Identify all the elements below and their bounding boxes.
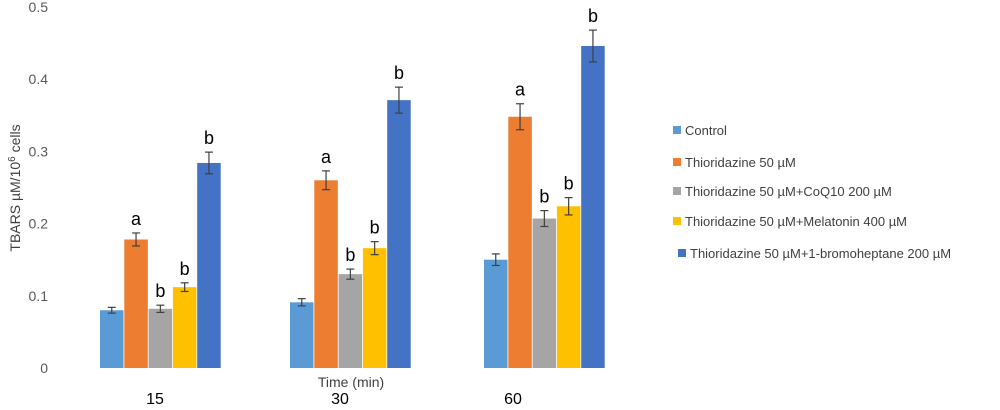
legend-label: Thioridazine 50 µM: [685, 155, 796, 170]
legend-swatch: [673, 158, 681, 166]
legend-label: Thioridazine 50 µM+CoQ10 200 µM: [685, 184, 892, 199]
legend-swatch: [673, 126, 681, 134]
category-labels: 15 30 60: [146, 391, 522, 408]
significance-label: b: [564, 174, 574, 194]
category-label: 30: [331, 391, 349, 408]
y-axis-title-suffix: cells: [7, 124, 23, 156]
y-tick-label: 0.3: [29, 143, 49, 159]
bar: [508, 116, 532, 368]
significance-label: b: [204, 128, 214, 148]
y-tick-label: 0: [40, 360, 48, 376]
significance-label: b: [155, 281, 165, 301]
legend-swatch: [678, 249, 686, 257]
y-axis-title-sup: 6: [7, 156, 18, 162]
y-axis-title: TBARS µM/106 cells: [7, 124, 23, 251]
bar: [197, 162, 221, 368]
significance-label: a: [515, 80, 526, 100]
significance-label: b: [539, 187, 549, 207]
legend: Control Thioridazine 50 µM Thioridazine 50…: [673, 123, 951, 261]
legend-label: Thioridazine 50 µM+Melatonin 400 µM: [685, 214, 907, 229]
legend-label: Control: [685, 123, 727, 138]
y-axis-title-main: TBARS µM/10: [7, 162, 23, 252]
bar: [338, 274, 363, 368]
significance-label: a: [321, 147, 332, 167]
significance-label: a: [131, 209, 142, 229]
x-axis-title: Time (min): [318, 374, 384, 390]
bar: [556, 206, 581, 368]
significance-label: b: [588, 6, 598, 26]
bar: [581, 45, 605, 368]
legend-swatch: [673, 217, 681, 225]
y-tick-label: 0.1: [29, 288, 49, 304]
bar: [124, 239, 148, 368]
significance-label: b: [370, 218, 380, 238]
y-tick-labels: 0 0.1 0.2 0.3 0.4 0.5: [29, 0, 49, 376]
significance-label: b: [394, 63, 404, 83]
legend-swatch: [673, 187, 681, 195]
y-tick-label: 0.5: [29, 0, 49, 15]
bar: [532, 218, 557, 368]
category-label: 60: [504, 391, 522, 408]
bar: [100, 310, 124, 368]
bar: [362, 248, 387, 368]
significance-label: b: [180, 259, 190, 279]
significance-label: b: [345, 245, 355, 265]
y-tick-label: 0.2: [29, 216, 49, 232]
bar: [290, 302, 314, 368]
bar: [484, 259, 508, 368]
y-tick-label: 0.4: [29, 71, 49, 87]
bar: [314, 180, 338, 368]
category-label: 15: [146, 391, 164, 408]
legend-label: Thioridazine 50 µM+1-bromoheptane 200 µM: [690, 246, 951, 261]
bar: [387, 100, 411, 368]
bar: [172, 287, 197, 368]
bar: [148, 308, 173, 368]
